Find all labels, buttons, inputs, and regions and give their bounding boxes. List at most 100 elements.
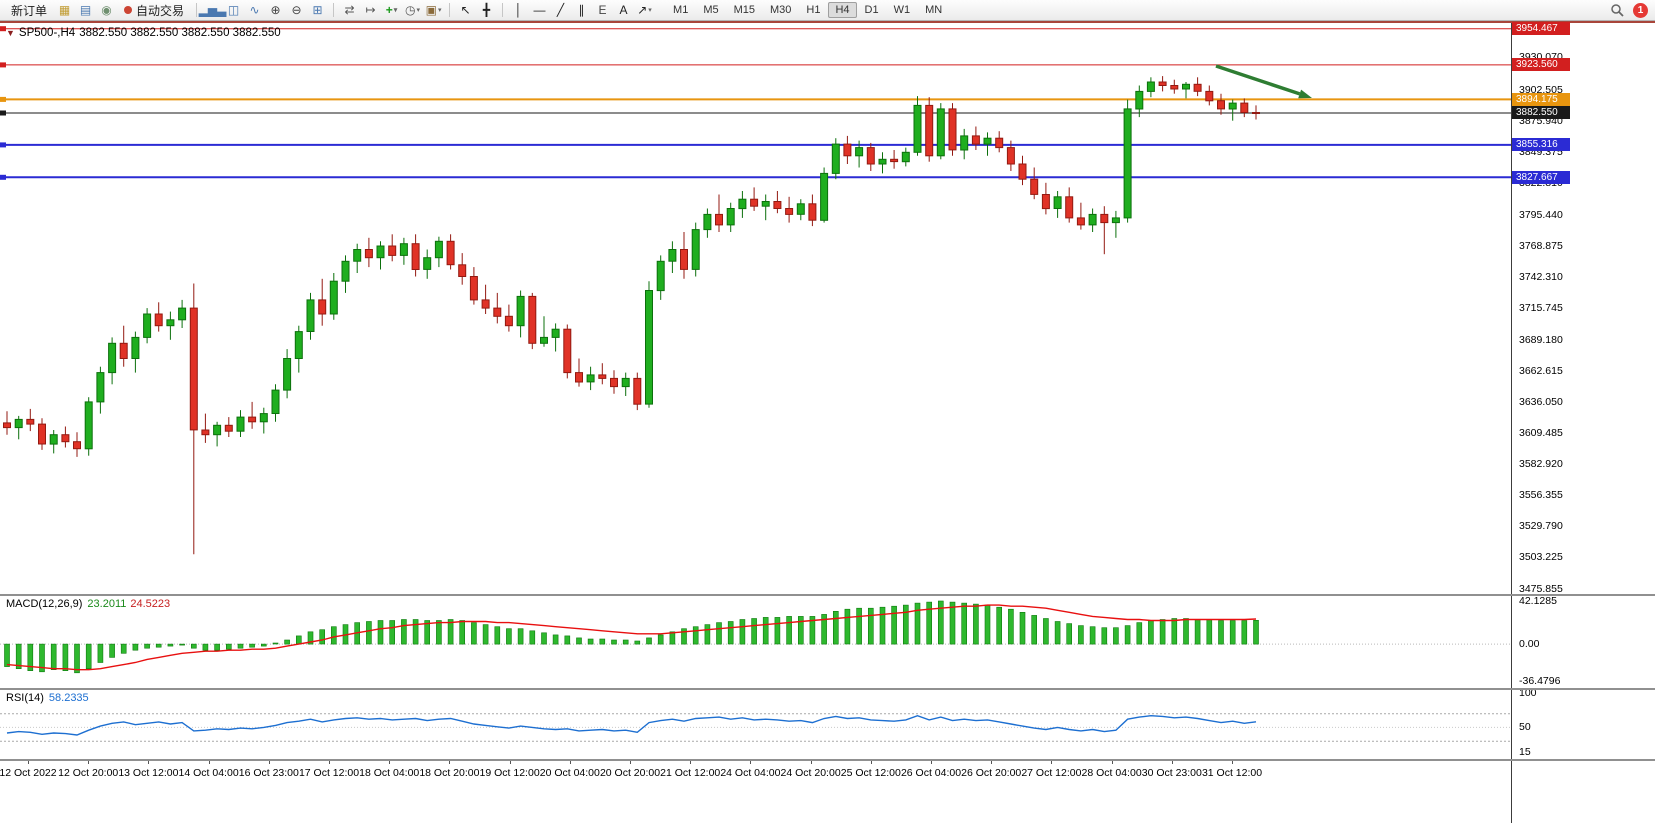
rsi-label: RSI(14) 58.2335 — [6, 692, 89, 704]
macd-axis-tick: 0.00 — [1519, 638, 1540, 651]
new-order-label: 新订单 — [11, 3, 48, 18]
time-axis-label: 13 Oct 12:00 — [118, 767, 179, 779]
toolbar-group-windows: ▦ ▤ ◉ — [55, 2, 116, 19]
horizontal-line-icon[interactable]: — — [533, 3, 546, 17]
price-axis[interactable]: 3930.0703902.5053875.9403849.3753822.810… — [1511, 22, 1655, 823]
timeframe-mn[interactable]: MN — [925, 4, 943, 16]
time-axis-label: 16 Oct 23:00 — [238, 767, 299, 779]
profiles-icon[interactable]: ▤ — [79, 3, 92, 17]
macd-label: MACD(12,26,9) 23.2011 24.5223 — [6, 598, 170, 610]
price-line-badge: 3923.560 — [1512, 58, 1570, 72]
time-axis-divider[interactable] — [0, 759, 1655, 761]
timeframe-m1[interactable]: M1 — [673, 4, 689, 16]
time-axis[interactable]: 12 Oct 2022 12 Oct 20:00 13 Oct 12:00 14 Oc… — [0, 760, 1512, 823]
time-axis-tick — [630, 760, 631, 764]
navigator-icon[interactable]: ◉ — [101, 3, 112, 17]
price-line-badge: 3882.550 — [1512, 106, 1570, 120]
time-axis-label: 20 Oct 20:00 — [599, 767, 661, 779]
chart-shift-icon[interactable]: ↦ — [365, 3, 376, 17]
line-chart-icon[interactable]: ∿ — [249, 3, 260, 17]
macd-name: MACD(12,26,9) — [6, 598, 83, 610]
auto-trading-label: 自动交易 — [136, 3, 185, 18]
timeframe-h1[interactable]: H1 — [806, 4, 821, 16]
price-line-badge: 3827.667 — [1512, 170, 1570, 184]
time-axis-label: 31 Oct 12:00 — [1201, 767, 1263, 779]
macd-main-value: 23.2011 — [87, 598, 127, 610]
price-axis-tick: 3768.875 — [1519, 240, 1563, 253]
price-axis-tick: 3582.920 — [1519, 458, 1563, 471]
rsi-panel[interactable]: RSI(14) 58.2335 — [0, 689, 1512, 760]
auto-scroll-icon[interactable]: ⇄ — [344, 3, 355, 17]
rsi-canvas[interactable] — [0, 689, 1512, 760]
periods-icon[interactable]: ◷ ▾ — [405, 3, 421, 17]
rsi-axis-tick: 100 — [1519, 687, 1537, 699]
time-axis-label: 30 Oct 23:00 — [1141, 767, 1202, 779]
time-axis-tick — [148, 760, 150, 764]
price-chart-canvas[interactable] — [0, 23, 1512, 595]
price-axis-tick: 3689.180 — [1519, 333, 1563, 346]
cursor-icon[interactable]: ↖ — [460, 3, 471, 17]
price-axis-tick: 3715.745 — [1519, 302, 1563, 315]
new-order-button[interactable]: 新订单 — [5, 1, 53, 20]
arrows-tool-icon[interactable]: ↗ ▾ — [637, 3, 652, 17]
bar-chart-icon[interactable]: ▂▅▃ — [198, 3, 227, 17]
vertical-line-icon[interactable]: │ — [514, 3, 523, 17]
zoom-in-icon[interactable]: ⊕ — [270, 3, 281, 17]
timeframe-m30[interactable]: M30 — [770, 4, 792, 16]
dropdown-caret-icon: ▾ — [416, 6, 421, 14]
time-axis-tick — [810, 760, 812, 764]
price-axis-tick: 3503.225 — [1519, 551, 1563, 564]
ohlc-values: 3882.550 3882.550 3882.550 3882.550 — [79, 27, 281, 39]
templates-icon[interactable]: ▣ ▾ — [425, 3, 442, 17]
rsi-panel-divider[interactable] — [0, 688, 1655, 690]
time-axis-label: 24 Oct 20:00 — [780, 767, 841, 779]
time-axis-label: 17 Oct 12:00 — [298, 767, 360, 779]
channel-icon[interactable]: ∥ — [578, 3, 585, 17]
timeframe-toolbar: M1 M5 M15 M30 H1 H4 D1 W1 MN — [666, 2, 949, 18]
macd-canvas[interactable] — [0, 595, 1512, 689]
timeframe-d1[interactable]: D1 — [864, 4, 879, 16]
macd-panel[interactable]: MACD(12,26,9) 23.2011 24.5223 — [0, 595, 1512, 689]
timeframe-m5[interactable]: M5 — [703, 4, 719, 16]
timeframe-w1[interactable]: W1 — [893, 4, 911, 16]
toolbar-group-tools: ▂▅▃ ◫ ∿ ⊕ ⊖ ⊞ ⇄ ↦ + ▾ ◷ ▾ ▣ ▾ ↖ ╋ │ — ╱ ∥ E A ↗ ▾ — [192, 2, 654, 19]
auto-trading-button[interactable]: 自动交易 — [118, 1, 190, 20]
time-axis-tick — [329, 760, 330, 764]
indicators-icon[interactable]: + ▾ — [385, 3, 398, 17]
time-axis-tick — [690, 760, 692, 764]
dropdown-caret-icon: ▾ — [393, 6, 398, 14]
macd-panel-divider[interactable] — [0, 594, 1655, 596]
main-toolbar: 新订单 ▦ ▤ ◉ 自动交易 ▂▅▃ ◫ ∿ ⊕ ⊖ ⊞ ⇄ ↦ + ▾ ◷ ▾ ▣ ▾ ↖ ╋ │ — ╱ ∥ E A ↗ ▾ … — [0, 0, 1655, 21]
time-axis-tick — [991, 760, 993, 764]
elliott-wave-icon[interactable]: E — [598, 3, 607, 17]
rsi-axis-tick: 50 — [1519, 721, 1531, 734]
price-axis-tick: 3662.615 — [1519, 364, 1563, 377]
auto-trading-icon — [124, 6, 133, 14]
crosshair-icon[interactable]: ╋ — [482, 3, 491, 17]
search-icon[interactable] — [1607, 2, 1626, 19]
zoom-out-icon[interactable]: ⊖ — [291, 3, 302, 17]
tile-windows-icon[interactable]: ⊞ — [312, 3, 323, 17]
time-axis-tick — [509, 760, 511, 764]
timeframe-m15[interactable]: M15 — [733, 4, 755, 16]
candlestick-chart-icon[interactable]: ◫ — [227, 3, 240, 17]
notification-badge[interactable]: 1 — [1633, 2, 1648, 18]
price-chart-panel[interactable]: ▼ SP500-,H4 3882.550 3882.550 3882.550 3… — [0, 23, 1512, 595]
time-axis-label: 26 Oct 20:00 — [961, 767, 1022, 779]
time-axis-label: 19 Oct 12:00 — [479, 767, 540, 779]
time-axis-tick — [1051, 760, 1053, 764]
toolbar-separator — [333, 3, 335, 17]
time-axis-tick — [1111, 760, 1113, 764]
toolbar-separator — [449, 3, 451, 17]
symbol-dropdown-icon[interactable]: ▼ — [6, 28, 15, 38]
price-axis-tick: 3636.050 — [1519, 395, 1563, 408]
price-axis-tick: 3742.310 — [1519, 271, 1563, 284]
trendline-icon[interactable]: ╱ — [556, 3, 565, 17]
macd-signal-value: 24.5223 — [130, 598, 171, 610]
time-axis-label: 14 Oct 04:00 — [178, 767, 239, 779]
time-axis-label: 20 Oct 04:00 — [539, 767, 600, 779]
new-chart-icon[interactable]: ▦ — [58, 3, 71, 17]
timeframe-h4[interactable]: H4 — [828, 2, 857, 18]
time-axis-label: 12 Oct 2022 — [0, 767, 57, 779]
text-tool-icon[interactable]: A — [619, 3, 628, 17]
